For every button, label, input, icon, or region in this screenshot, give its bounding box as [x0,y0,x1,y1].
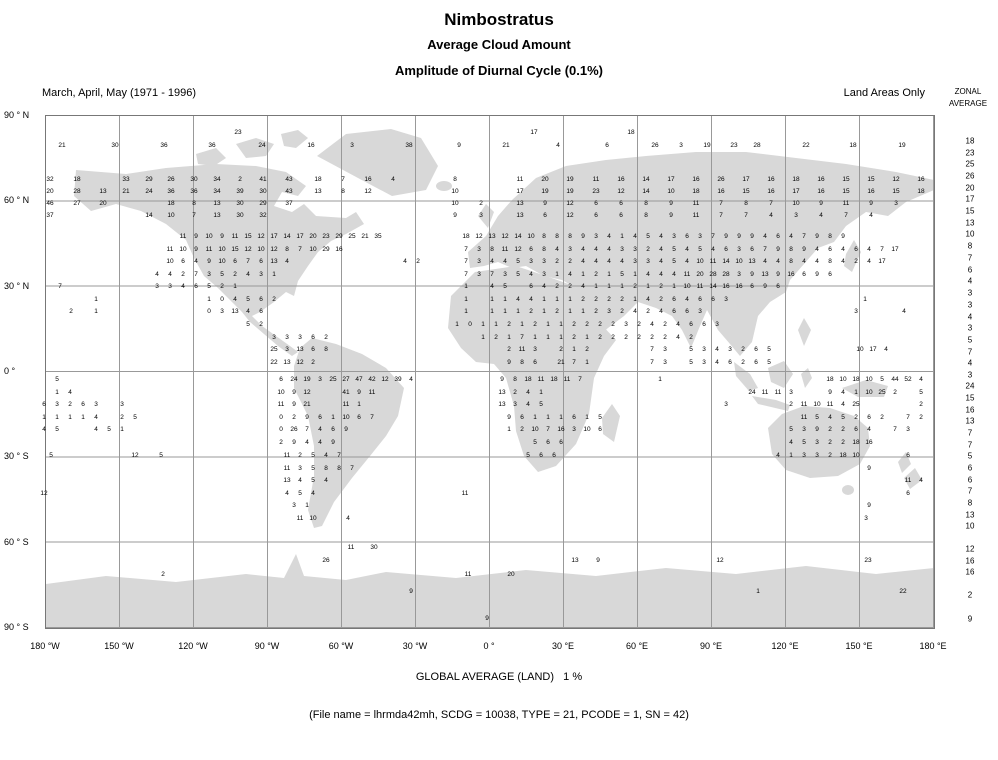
lat-tick-label: 30 ° N [4,280,30,291]
global-average-label: GLOBAL AVERAGE (LAND) 1 % [415,671,583,683]
zonal-header-line1: ZONAL [954,87,982,96]
lon-tick-label: 150 °W [104,641,134,651]
zonal-average-value: 4 [967,358,973,368]
lon-tick-label: 60 °E [625,641,649,651]
zonal-average-value: 3 [967,370,973,380]
zonal-average-value: 5 [967,451,973,461]
zonal-average-header: ZONAL AVERAGE [939,86,997,110]
lon-tick-label: 180 °E [919,641,947,651]
lon-tick-label: 90 °E [699,641,723,651]
lat-tick-label: 90 ° N [4,110,30,120]
lon-tick-label: 30 °E [551,641,575,651]
zonal-average-value: 6 [967,265,973,275]
zonal-average-value: 4 [967,312,973,322]
lon-tick-label: 30 °W [402,641,428,651]
lon-tick-label: 180 °W [30,641,60,651]
zonal-average-value: 3 [967,300,973,310]
figure-subtitle-amplitude: Amplitude of Diurnal Cycle (0.1%) [394,63,604,78]
zonal-average-value: 10 [965,229,975,239]
figure-title: Nimbostratus [444,10,554,29]
lon-tick-label: 120 °W [178,641,208,651]
world-map-frame [45,115,935,629]
zonal-average-value: 6 [967,475,973,485]
zonal-average-value: 7 [967,440,973,450]
zonal-average-value: 16 [965,405,975,415]
lat-tick-label: 60 ° S [4,536,29,547]
zonal-average-value: 7 [967,347,973,357]
lon-tick-label: 0 ° [483,641,495,651]
zonal-header-line2: AVERAGE [948,99,988,108]
lat-tick-label: 0 ° [4,366,16,376]
zonal-average-value: 7 [967,486,973,496]
zonal-average-value: 16 [965,567,975,577]
lat-tick-label: 30 ° S [4,451,29,462]
period-label: March, April, May (1971 - 1996) [42,87,197,99]
coverage-label: Land Areas Only [843,87,925,99]
zonal-average-value: 23 [965,148,975,158]
zonal-average-value: 12 [965,544,975,554]
zonal-average-value: 13 [965,416,975,426]
zonal-average-value: 5 [967,335,973,345]
zonal-average-value: 4 [967,276,973,286]
zonal-average-value: 6 [967,463,973,473]
zonal-average-value: 24 [965,381,975,391]
zonal-average-value: 25 [965,159,975,169]
graticule-grid [46,116,934,628]
lat-tick-label: 90 ° S [4,622,29,632]
zonal-average-value: 2 [967,590,973,600]
zonal-average-value: 18 [965,136,975,146]
figure-subtitle-cloud-amount: Average Cloud Amount [427,37,571,52]
zonal-average-value: 16 [965,556,975,566]
zonal-average-value: 15 [965,393,975,403]
zonal-average-value: 20 [965,183,975,193]
lon-tick-label: 90 °W [254,641,280,651]
zonal-average-value: 8 [967,241,973,251]
lon-tick-label: 60 °W [328,641,354,651]
zonal-average-value: 8 [967,498,973,508]
lon-tick-label: 120 °E [771,641,799,651]
zonal-average-value: 7 [967,428,973,438]
zonal-average-value: 15 [965,206,975,216]
zonal-average-value: 3 [967,323,973,333]
zonal-average-value: 10 [965,521,975,531]
lon-tick-label: 150 °E [845,641,873,651]
zonal-average-value: 7 [967,253,973,263]
file-info-label: (File name = lhrmda42mh, SCDG = 10038, T… [309,709,689,721]
zonal-average-value: 9 [967,614,973,624]
zonal-average-value: 13 [965,218,975,228]
zonal-average-value: 26 [965,171,975,181]
lat-tick-label: 60 ° N [4,195,30,206]
zonal-average-value: 13 [965,510,975,520]
zonal-average-value: 17 [965,194,975,204]
zonal-average-value: 3 [967,288,973,298]
